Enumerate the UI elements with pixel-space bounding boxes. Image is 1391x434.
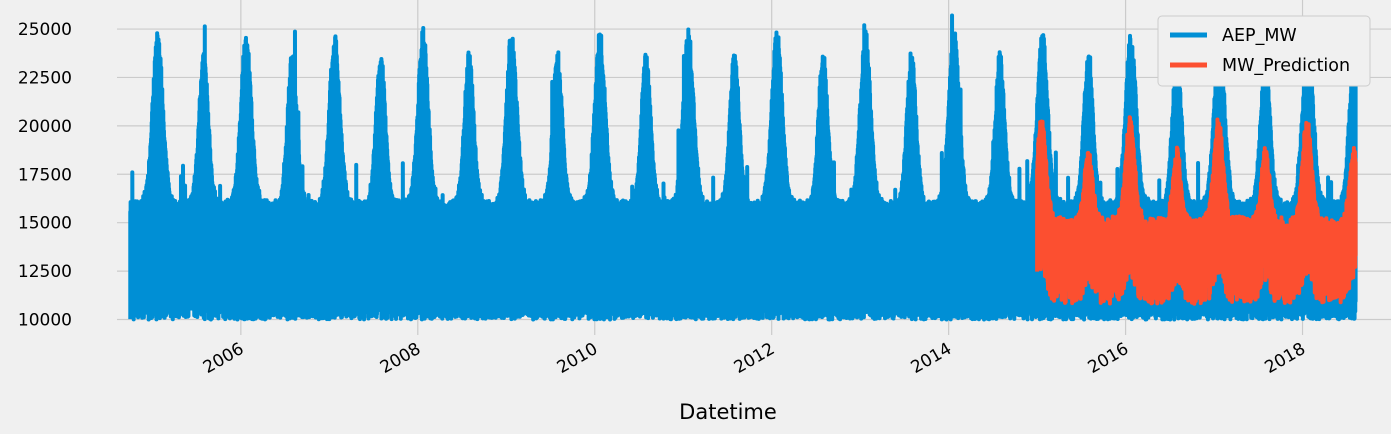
- y-tick-label: 10000: [18, 311, 72, 331]
- legend-label-mw-prediction: MW_Prediction: [1222, 56, 1350, 76]
- y-tick-label: 22500: [18, 68, 72, 88]
- plot-area: [128, 13, 1358, 322]
- x-axis-title: Datetime: [679, 400, 777, 424]
- y-tick-label: 25000: [18, 20, 72, 40]
- y-tick-label: 15000: [18, 214, 72, 234]
- legend: AEP_MW MW_Prediction: [1157, 15, 1371, 87]
- y-tick-label: 20000: [18, 117, 72, 137]
- legend-label-aep-mw: AEP_MW: [1222, 26, 1297, 46]
- legend-box: [1157, 15, 1371, 87]
- y-axis-ticks: 10000 12500 15000 17500 20000 22500 25000: [18, 20, 72, 330]
- series-line-mw-prediction: [1035, 115, 1358, 306]
- y-tick-label: 12500: [18, 262, 72, 282]
- y-tick-label: 17500: [18, 165, 72, 185]
